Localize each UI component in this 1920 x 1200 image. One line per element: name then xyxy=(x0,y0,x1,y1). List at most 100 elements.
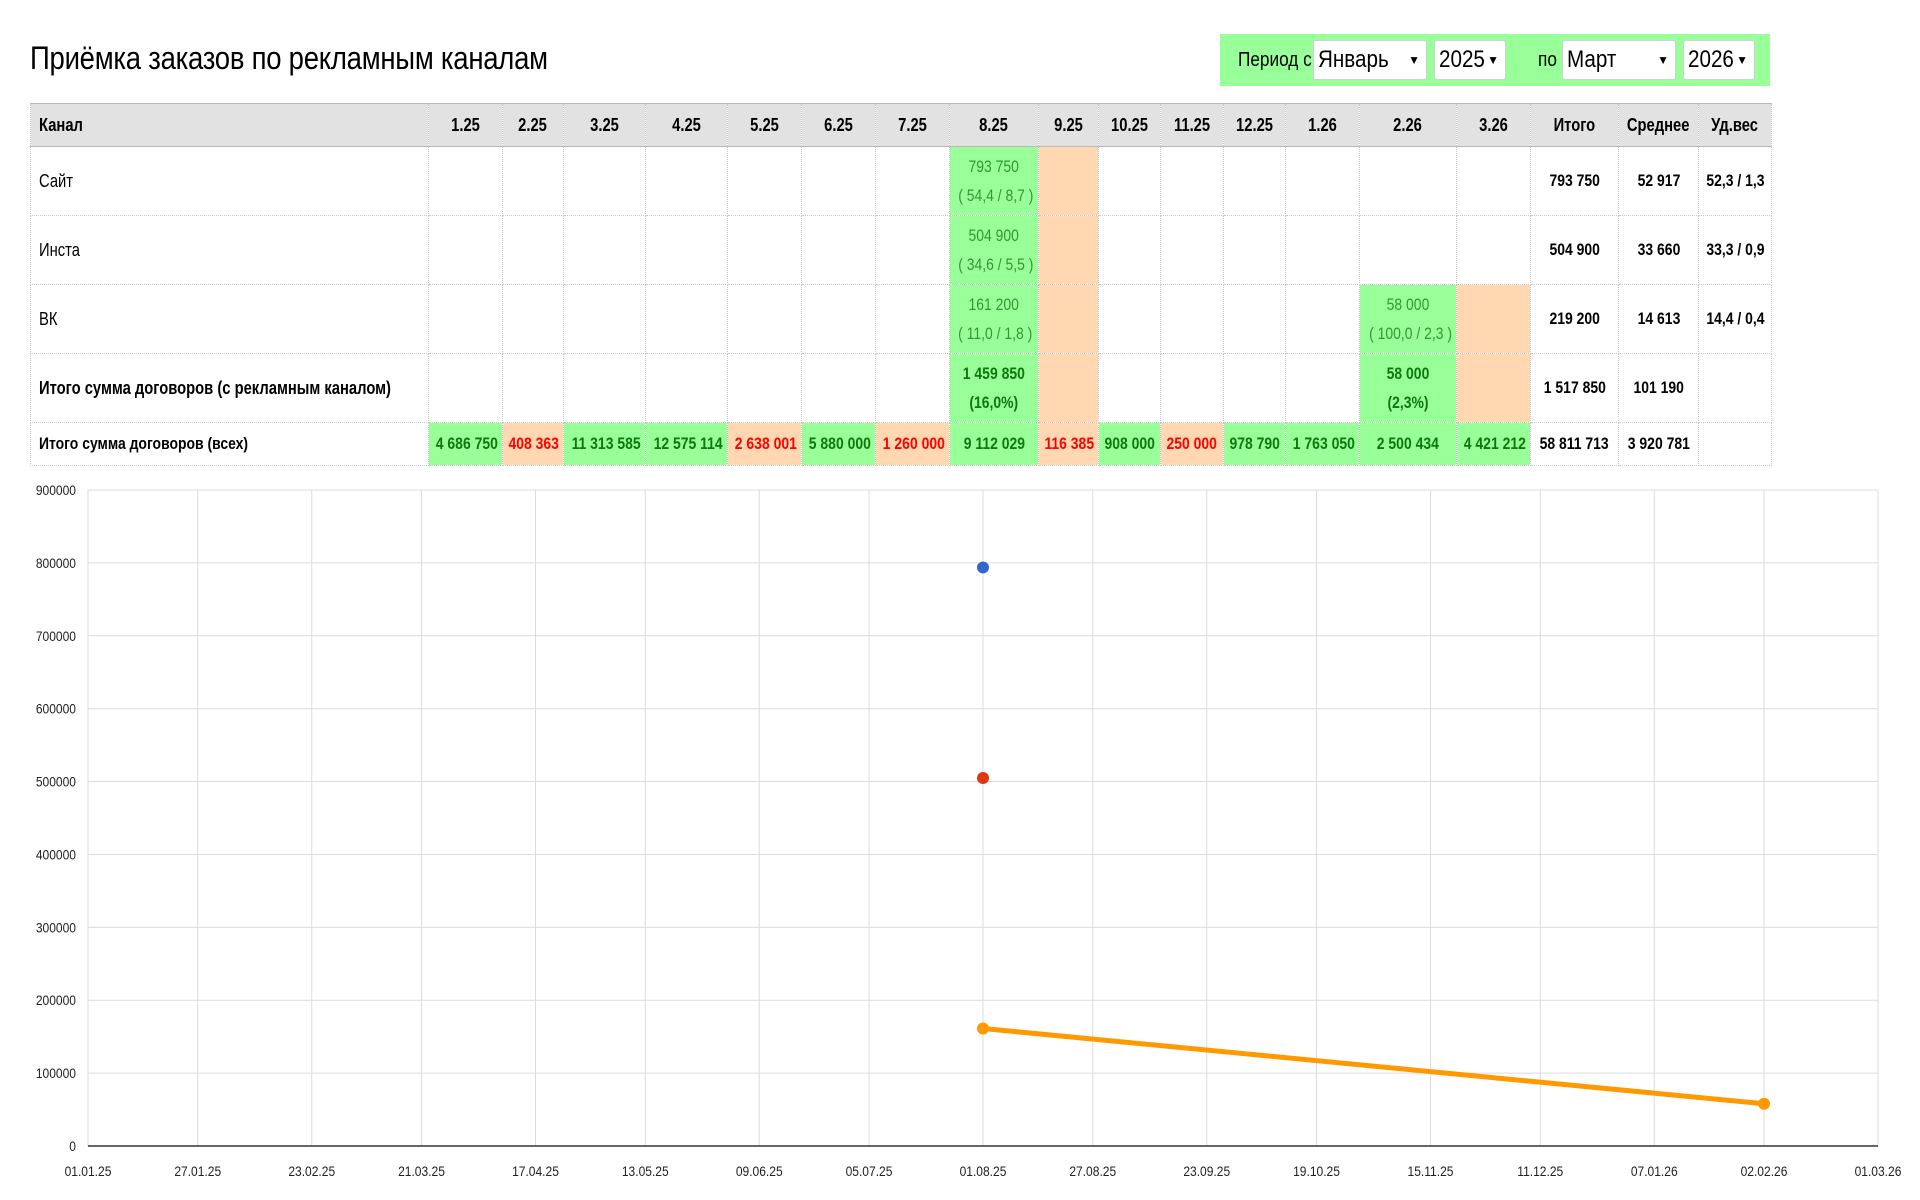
table-cell[interactable] xyxy=(727,353,802,423)
table-cell[interactable] xyxy=(1456,353,1531,423)
column-header-total[interactable]: Итого xyxy=(1530,103,1619,147)
table-cell[interactable]: 161 200 ( 11,0 / 1,8 ) xyxy=(949,284,1039,354)
table-cell[interactable] xyxy=(645,215,728,285)
table-cell[interactable] xyxy=(502,146,564,216)
column-header-average[interactable]: Среднее xyxy=(1618,103,1699,147)
from-year-select[interactable]: 2025 ▼ xyxy=(1434,40,1506,80)
table-cell[interactable]: 9 112 029 xyxy=(949,422,1039,466)
table-cell[interactable] xyxy=(1038,353,1099,423)
table-cell[interactable]: 250 000 xyxy=(1160,422,1224,466)
table-cell[interactable] xyxy=(1456,146,1531,216)
table-cell[interactable] xyxy=(563,146,646,216)
column-header-month[interactable]: 1.26 xyxy=(1285,103,1360,147)
table-cell[interactable]: 1 260 000 xyxy=(875,422,950,466)
table-cell[interactable] xyxy=(801,284,876,354)
table-cell[interactable] xyxy=(1160,353,1224,423)
table-cell[interactable]: 58 000 ( 100,0 / 2,3 ) xyxy=(1359,284,1457,354)
column-header-month[interactable]: 3.26 xyxy=(1456,103,1531,147)
table-cell[interactable] xyxy=(645,146,728,216)
table-cell[interactable]: 978 790 xyxy=(1223,422,1286,466)
table-cell[interactable] xyxy=(563,215,646,285)
table-cell[interactable] xyxy=(1223,353,1286,423)
table-cell[interactable]: 504 900 ( 34,6 / 5,5 ) xyxy=(949,215,1039,285)
column-header-month[interactable]: 7.25 xyxy=(875,103,950,147)
column-header-month[interactable]: 8.25 xyxy=(949,103,1039,147)
table-cell[interactable]: 2 638 001 xyxy=(727,422,802,466)
table-cell[interactable] xyxy=(1456,215,1531,285)
table-cell[interactable] xyxy=(1359,146,1457,216)
table-cell[interactable] xyxy=(727,284,802,354)
table-cell[interactable] xyxy=(727,146,802,216)
column-header-channel[interactable]: Канал xyxy=(30,103,429,147)
table-cell[interactable] xyxy=(1223,215,1286,285)
column-header-month[interactable]: 11.25 xyxy=(1160,103,1224,147)
from-month-select[interactable]: Январь ▼ xyxy=(1313,40,1427,80)
to-year-select[interactable]: 2026 ▼ xyxy=(1683,40,1755,80)
table-cell[interactable] xyxy=(801,215,876,285)
table-cell[interactable]: 1 459 850 (16,0%) xyxy=(949,353,1039,423)
table-cell[interactable] xyxy=(1098,284,1161,354)
table-cell[interactable] xyxy=(1038,215,1099,285)
table-cell[interactable]: 2 500 434 xyxy=(1359,422,1457,466)
table-cell[interactable] xyxy=(1098,146,1161,216)
table-cell[interactable] xyxy=(1456,284,1531,354)
table-cell[interactable] xyxy=(1160,146,1224,216)
table-cell[interactable] xyxy=(1038,284,1099,354)
column-header-month[interactable]: 10.25 xyxy=(1098,103,1161,147)
table-cell[interactable] xyxy=(563,353,646,423)
table-cell[interactable]: 4 686 750 xyxy=(428,422,503,466)
column-header-share[interactable]: Уд.вес xyxy=(1698,103,1772,147)
table-cell[interactable] xyxy=(1223,284,1286,354)
table-cell[interactable] xyxy=(1038,146,1099,216)
table-cell[interactable] xyxy=(1285,146,1360,216)
column-header-month[interactable]: 1.25 xyxy=(428,103,503,147)
table-cell[interactable] xyxy=(1098,353,1161,423)
table-cell[interactable]: 1 763 050 xyxy=(1285,422,1360,466)
table-cell[interactable] xyxy=(1285,353,1360,423)
table-cell[interactable]: 4 421 212 xyxy=(1456,422,1531,466)
table-cell[interactable] xyxy=(1098,215,1161,285)
y-tick-label: 200000 xyxy=(36,992,76,1008)
table-cell[interactable] xyxy=(1160,284,1224,354)
table-cell[interactable] xyxy=(727,215,802,285)
table-cell[interactable] xyxy=(1223,146,1286,216)
table-cell[interactable]: 793 750 ( 54,4 / 8,7 ) xyxy=(949,146,1039,216)
table-cell[interactable]: 11 313 585 xyxy=(563,422,646,466)
column-header-month[interactable]: 9.25 xyxy=(1038,103,1099,147)
table-cell[interactable] xyxy=(428,215,503,285)
table-cell[interactable]: 12 575 114 xyxy=(645,422,728,466)
table-cell[interactable] xyxy=(801,146,876,216)
table-cell[interactable] xyxy=(801,353,876,423)
column-header-month[interactable]: 5.25 xyxy=(727,103,802,147)
table-cell[interactable] xyxy=(502,284,564,354)
table-cell[interactable]: 58 000 (2,3%) xyxy=(1359,353,1457,423)
table-cell[interactable] xyxy=(645,284,728,354)
table-cell[interactable]: 908 000 xyxy=(1098,422,1161,466)
column-header-month[interactable]: 3.25 xyxy=(563,103,646,147)
table-cell[interactable] xyxy=(1160,215,1224,285)
table-cell[interactable] xyxy=(875,215,950,285)
table-cell[interactable] xyxy=(875,353,950,423)
table-cell[interactable] xyxy=(1359,215,1457,285)
table-cell[interactable] xyxy=(875,284,950,354)
table-cell[interactable] xyxy=(563,284,646,354)
table-cell[interactable] xyxy=(645,353,728,423)
table-cell[interactable] xyxy=(502,215,564,285)
column-header-month[interactable]: 2.26 xyxy=(1359,103,1457,147)
table-cell[interactable] xyxy=(428,284,503,354)
table-cell[interactable] xyxy=(1285,215,1360,285)
column-header-month[interactable]: 6.25 xyxy=(801,103,876,147)
column-header-month[interactable]: 4.25 xyxy=(645,103,728,147)
table-cell[interactable]: 116 385 xyxy=(1038,422,1099,466)
table-cell[interactable] xyxy=(875,146,950,216)
table-cell[interactable] xyxy=(428,353,503,423)
x-tick-label: 17.04.25 xyxy=(512,1163,559,1179)
table-cell[interactable] xyxy=(502,353,564,423)
table-cell[interactable]: 5 880 000 xyxy=(801,422,876,466)
table-cell[interactable] xyxy=(428,146,503,216)
table-cell[interactable]: 408 363 xyxy=(502,422,564,466)
column-header-month[interactable]: 2.25 xyxy=(502,103,564,147)
column-header-month[interactable]: 12.25 xyxy=(1223,103,1286,147)
table-cell[interactable] xyxy=(1285,284,1360,354)
to-month-select[interactable]: Март ▼ xyxy=(1562,40,1676,80)
